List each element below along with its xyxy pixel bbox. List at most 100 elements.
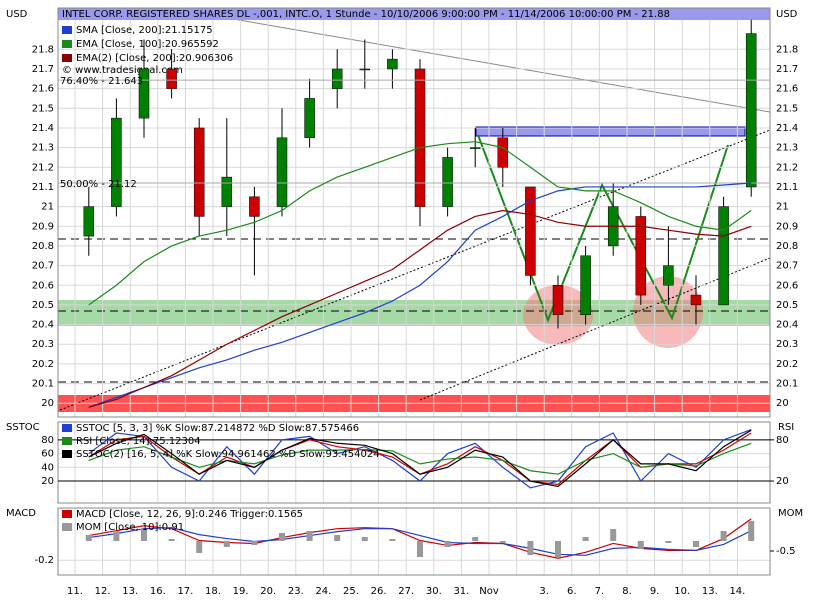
x-tick-label: 3. <box>539 586 549 597</box>
resistance-box <box>475 126 746 137</box>
y-tick-label: 20.3 <box>32 339 54 350</box>
candle-body <box>442 157 453 207</box>
candle-body <box>469 147 481 149</box>
y2-tick-label: 20 <box>776 398 789 409</box>
x-tick-label: 17. <box>177 586 193 597</box>
series-line <box>88 428 752 489</box>
y2-tick-label: 20.3 <box>776 339 798 350</box>
x-tick-label: Nov <box>479 586 499 597</box>
candle-body <box>359 68 371 71</box>
mom-bar <box>361 537 368 541</box>
mom-bar <box>610 529 617 541</box>
y-tick-label: 21.8 <box>32 44 54 55</box>
candle-body <box>276 137 288 207</box>
legend-swatch <box>62 510 72 518</box>
y-tick-label: 20 <box>41 398 54 409</box>
x-tick-label: 27. <box>398 586 414 597</box>
mom-bar <box>637 541 644 549</box>
y-tick-label: 20.6 <box>32 280 54 291</box>
y2-tick-label: 20.9 <box>776 221 798 232</box>
mom-bar <box>141 529 147 541</box>
mom-bar <box>417 541 423 557</box>
x-tick-label: 8. <box>622 586 632 597</box>
mom-bar <box>251 541 258 545</box>
y2-tick-label: 21.2 <box>776 162 798 173</box>
candle-body <box>580 255 591 315</box>
panel-title-right: MOM <box>778 508 803 519</box>
candle-body <box>111 117 122 207</box>
mom-bar <box>223 541 230 547</box>
y-tick-label: 21.3 <box>32 143 54 154</box>
legend-swatch <box>62 40 72 48</box>
y-tick-label: 20.5 <box>32 300 54 311</box>
y2-tick-label: 20.2 <box>776 359 798 370</box>
y-tick-label: 40 <box>41 462 54 473</box>
y-tick-label: 20 <box>41 476 54 487</box>
x-tick-label: 26. <box>371 586 387 597</box>
candle-body <box>718 206 729 306</box>
candle-body <box>387 58 398 70</box>
x-tick-label: 25. <box>343 586 359 597</box>
mom-bar <box>693 541 699 547</box>
x-tick-label: 9. <box>650 586 660 597</box>
x-tick-label: 16. <box>150 586 166 597</box>
y2-tick-label: 21 <box>776 202 789 213</box>
chart-title: INTEL CORP. REGISTERED SHARES DL -,001, … <box>62 9 670 20</box>
y2-tick-label: 21.3 <box>776 143 798 154</box>
title-bar <box>58 8 770 20</box>
mom-bar <box>582 537 589 541</box>
legend-swatch <box>62 424 72 432</box>
panel-frame <box>57 507 771 576</box>
legend-entry: RSI [Close, 14]:75.12304 <box>76 436 201 447</box>
trend-line <box>209 14 771 113</box>
legend-entry: SMA [Close, 200]:21.15175 <box>76 25 213 36</box>
fib-label: 76.40% - 21.643 <box>60 76 143 87</box>
y2-tick-label: -0.5 <box>776 546 796 557</box>
y-tick-label: 60 <box>41 449 54 460</box>
unit-right: USD <box>776 9 798 20</box>
candle-body <box>414 68 426 207</box>
y-tick-label: 21.4 <box>32 123 54 134</box>
x-tick-label: 23. <box>288 586 304 597</box>
x-tick-label: 13. <box>702 586 718 597</box>
mom-bar <box>334 535 341 541</box>
copyright: © www.tradesignal.com <box>62 65 183 76</box>
y-tick-label: 20.1 <box>32 379 54 390</box>
legend-swatch <box>62 523 72 531</box>
panel-title: SSTOC <box>6 422 40 433</box>
y-tick-label: 21.1 <box>32 182 54 193</box>
legend-entry: SSTOC(2) [16, 5, 4] %K Slow:94.961462 %D… <box>76 449 380 460</box>
fib-label: 50.00% - 21.12 <box>60 179 137 190</box>
candle-body <box>331 68 343 89</box>
mom-bar <box>444 541 451 547</box>
x-tick-label: 7. <box>595 586 605 597</box>
mom-bar <box>306 531 313 541</box>
y2-tick-label: 20.4 <box>776 320 798 331</box>
x-tick-label: 30. <box>426 586 442 597</box>
trend-line <box>419 257 771 401</box>
trend-line <box>59 129 771 411</box>
mom-bar <box>389 539 396 541</box>
x-tick-label: 18. <box>205 586 221 597</box>
legend-entry: MOM [Close, 10]:0.91 <box>76 522 184 533</box>
y2-tick-label: 20.1 <box>776 379 798 390</box>
series-line <box>88 209 752 408</box>
x-tick-label: 10. <box>674 586 690 597</box>
y2-tick-label: 20 <box>776 476 789 487</box>
candle-body <box>304 98 315 139</box>
y-tick-label: 20.4 <box>32 320 54 331</box>
y2-tick-label: 21.1 <box>776 182 798 193</box>
unit-left: USD <box>6 9 28 20</box>
candle-body <box>138 68 150 119</box>
x-tick-label: 11. <box>67 586 83 597</box>
x-tick-label: 19. <box>233 586 249 597</box>
candle-body <box>166 68 177 89</box>
pattern-line <box>477 134 729 323</box>
mom-bar <box>196 541 203 553</box>
panel-title: MACD <box>6 508 36 519</box>
panel-frame <box>57 421 771 504</box>
legend-entry: EMA(2) [Close, 200]:20.906306 <box>76 53 233 64</box>
x-tick-label: 31. <box>453 586 469 597</box>
y2-tick-label: 80 <box>776 435 789 446</box>
y2-tick-label: 20.7 <box>776 261 798 272</box>
